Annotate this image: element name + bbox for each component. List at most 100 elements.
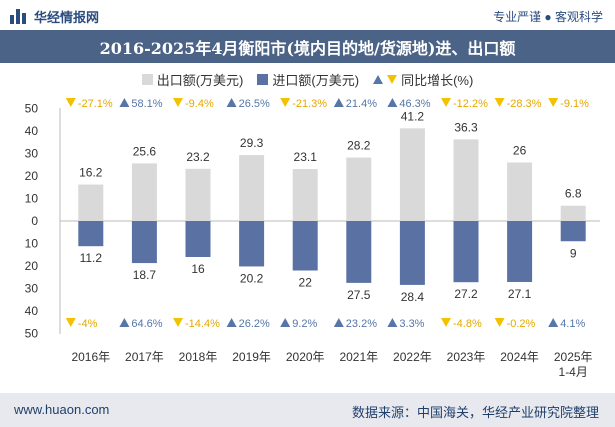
export-bar	[346, 157, 372, 221]
import-growth-label: -4%	[78, 318, 98, 330]
export-growth-down-icon	[173, 98, 183, 107]
import-bar	[131, 221, 157, 264]
import-value-label: 28.4	[401, 290, 425, 304]
legend-item-export[interactable]: 出口额(万美元)	[141, 70, 243, 89]
legend-item-import[interactable]: 进口额(万美元)	[257, 70, 359, 89]
import-growth-down-icon	[494, 318, 505, 327]
y-tick-label: 50	[25, 102, 39, 116]
title-bar: 2016-2025年4月衡阳市(境内目的地/货源地)进、出口额	[0, 30, 615, 63]
y-tick-label: 50	[25, 327, 39, 341]
footer-site[interactable]: www.huaon.com	[14, 402, 110, 417]
y-tick-label: 20	[25, 169, 39, 183]
export-bar	[292, 169, 318, 221]
import-value-label: 27.2	[454, 287, 478, 301]
import-bar	[239, 221, 265, 267]
import-growth-label: 4.1%	[560, 318, 585, 330]
footer-bar: www.huaon.com 数据来源：中国海关，华经产业研究院整理	[0, 393, 615, 427]
import-bar	[453, 221, 479, 283]
export-bar	[239, 155, 265, 221]
y-tick-label: 30	[25, 282, 39, 296]
import-growth-label: 23.2%	[346, 318, 377, 330]
export-bar	[78, 184, 104, 221]
export-growth-down-icon	[280, 98, 291, 107]
x-tick-label: 2017年	[125, 350, 164, 364]
x-tick-label: 2016年	[71, 350, 110, 364]
chart-title: 2016-2025年4月衡阳市(境内目的地/货源地)进、出口额	[99, 38, 516, 58]
import-growth-label: 9.2%	[292, 318, 317, 330]
export-value-label: 29.3	[240, 136, 264, 150]
import-growth-label: -0.2%	[507, 318, 536, 330]
export-swatch	[141, 74, 153, 85]
legend-import-label: 进口额(万美元)	[272, 73, 360, 88]
brand-logo-icon	[10, 9, 28, 24]
export-growth-down-icon	[494, 98, 505, 107]
import-growth-up-icon	[226, 318, 237, 327]
x-tick-label: 2025年	[554, 350, 593, 364]
export-value-label: 28.2	[347, 139, 371, 153]
footer-source: 数据来源：中国海关，华经产业研究院整理	[351, 405, 599, 420]
import-bar	[507, 221, 533, 282]
import-growth-down-icon	[173, 318, 183, 327]
import-growth-label: -14.4%	[185, 318, 220, 330]
brand-logo[interactable]: 华经情报网	[10, 7, 99, 26]
export-value-label: 23.1	[294, 150, 318, 164]
x-tick-label: 2020年	[286, 350, 325, 364]
chart-plot: 50 40 30 20 10 0 10 20 30 40 50 16.2 11.2 -27.1% -4% 20…	[25, 98, 600, 379]
export-bar	[453, 139, 479, 221]
import-value-label: 27.1	[508, 287, 532, 301]
export-value-label: 25.6	[133, 144, 157, 158]
export-bar	[560, 205, 586, 221]
down-triangle-icon	[387, 75, 398, 84]
import-growth-label: 64.6%	[131, 318, 162, 330]
import-growth-label: 3.3%	[399, 318, 424, 330]
export-growth-label: -9.1%	[560, 98, 589, 110]
import-value-label: 9	[570, 246, 577, 260]
x-tick-label: 2022年	[393, 350, 432, 364]
import-growth-up-icon	[280, 318, 291, 327]
export-bar	[131, 163, 157, 221]
export-growth-down-icon	[441, 98, 451, 107]
import-growth-up-icon	[387, 318, 398, 327]
export-growth-down-icon	[548, 98, 559, 107]
y-tick-label: 0	[31, 214, 38, 228]
import-value-label: 22	[299, 276, 313, 290]
export-growth-label: 21.4%	[346, 98, 377, 110]
import-value-label: 27.5	[347, 288, 371, 302]
x-tick-label: 2021年	[339, 350, 378, 364]
x-tick-label: 2024年	[500, 350, 539, 364]
brand-name: 华经情报网	[34, 10, 100, 25]
import-swatch	[257, 74, 269, 85]
legend-item-growth[interactable]: 同比增长(%)	[373, 70, 473, 89]
export-growth-label: -9.4%	[185, 98, 214, 110]
brand-tagline: 专业严谨 ● 客观科学	[493, 10, 603, 24]
import-value-label: 11.2	[80, 251, 103, 265]
legend-growth-label: 同比增长(%)	[401, 73, 474, 88]
export-bar	[185, 168, 211, 221]
y-tick-label: 10	[25, 192, 39, 206]
y-tick-label: 20	[25, 259, 39, 273]
x-tick-label: 2023年	[447, 350, 486, 364]
export-value-label: 6.8	[565, 187, 582, 201]
import-value-label: 16	[191, 262, 205, 276]
export-value-label: 36.3	[454, 120, 478, 134]
export-growth-up-icon	[333, 98, 344, 107]
export-value-label: 16.2	[79, 166, 103, 180]
export-growth-label: -21.3%	[292, 98, 327, 110]
top-bar: 华经情报网 专业严谨 ● 客观科学	[0, 0, 615, 30]
x-tick-label: 2019年	[232, 350, 271, 364]
export-growth-up-icon	[119, 98, 130, 107]
export-growth-down-icon	[65, 98, 76, 107]
y-tick-label: 10	[25, 237, 39, 251]
export-growth-label: -12.2%	[453, 98, 488, 110]
import-growth-label: -4.8%	[453, 318, 482, 330]
export-value-label: 26	[513, 144, 527, 158]
export-value-label: 41.2	[401, 109, 425, 123]
export-value-label: 23.2	[186, 150, 210, 164]
import-bar	[292, 221, 318, 271]
x-tick-label: 1-4月	[559, 365, 588, 379]
import-bar	[346, 221, 372, 283]
export-growth-label: -27.1%	[78, 98, 113, 110]
chart-legend: 出口额(万美元) 进口额(万美元) 同比增长(%)	[0, 70, 615, 89]
import-value-label: 18.7	[133, 268, 157, 282]
x-tick-label: 2018年	[179, 350, 218, 364]
